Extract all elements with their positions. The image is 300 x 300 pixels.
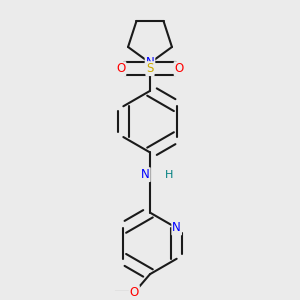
Text: H: H bbox=[165, 170, 173, 180]
Text: O: O bbox=[175, 62, 184, 75]
Text: N: N bbox=[141, 168, 150, 181]
Text: N: N bbox=[146, 56, 154, 69]
Text: S: S bbox=[146, 62, 154, 75]
Text: O: O bbox=[116, 62, 125, 75]
Text: N: N bbox=[172, 221, 181, 235]
Text: O: O bbox=[130, 286, 139, 299]
